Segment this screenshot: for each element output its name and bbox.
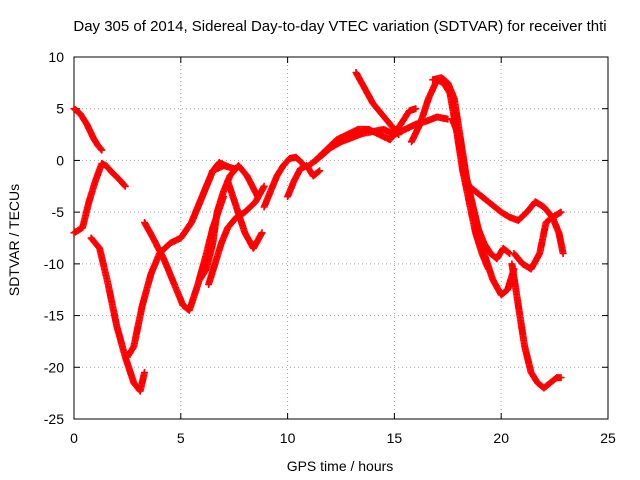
y-tick-label: -5 xyxy=(52,204,65,220)
data-point xyxy=(394,129,402,137)
x-tick-label: 0 xyxy=(70,430,78,446)
y-axis-label: SDTVAR / TECUs xyxy=(6,184,22,296)
data-point xyxy=(395,131,403,139)
x-tick-label: 15 xyxy=(387,430,403,446)
y-tick-label: 0 xyxy=(56,152,64,168)
y-tick-label: -15 xyxy=(44,308,64,324)
x-axis-label: GPS time / hours xyxy=(287,458,394,474)
y-axis: -25 -20 -15 -10 -5 0 5 10 xyxy=(44,49,608,427)
y-tick-label: -25 xyxy=(44,411,64,427)
y-tick-label: -10 xyxy=(44,256,64,272)
data-point xyxy=(121,182,129,190)
data-points xyxy=(70,69,567,395)
data-point xyxy=(557,208,565,216)
data-point xyxy=(97,145,105,153)
x-tick-label: 25 xyxy=(600,430,616,446)
x-tick-label: 20 xyxy=(493,430,509,446)
x-tick-label: 5 xyxy=(177,430,185,446)
data-point xyxy=(141,369,148,376)
data-point xyxy=(559,250,567,257)
y-tick-label: 10 xyxy=(48,49,64,65)
data-point xyxy=(557,374,565,382)
data-point xyxy=(412,105,420,113)
data-point xyxy=(260,182,268,190)
y-tick-label: 5 xyxy=(56,101,64,117)
data-point xyxy=(224,163,232,171)
data-point xyxy=(258,229,266,237)
x-tick-label: 10 xyxy=(280,430,296,446)
data-point xyxy=(120,181,128,189)
y-tick-label: -20 xyxy=(44,359,64,375)
data-point xyxy=(316,167,324,175)
chart-title: Day 305 of 2014, Sidereal Day-to-day VTE… xyxy=(73,18,606,35)
x-axis: 0 5 10 15 20 25 xyxy=(70,57,616,446)
data-point xyxy=(98,146,106,154)
plot-frame xyxy=(73,56,609,420)
